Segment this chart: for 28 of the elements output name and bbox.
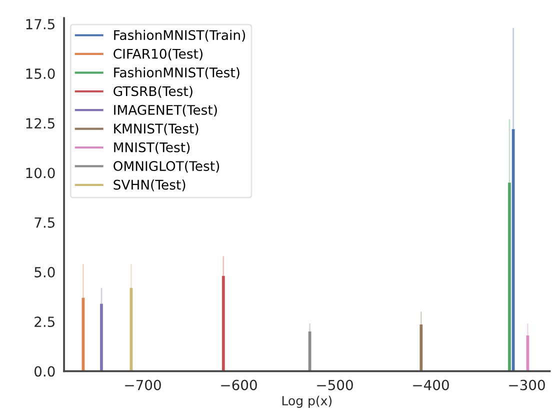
y-tick-label: 2.5 xyxy=(34,316,54,328)
legend-label: IMAGENET(Test) xyxy=(114,104,217,116)
legend-label: CIFAR10(Test) xyxy=(114,48,202,60)
x-axis-title: Log p(x) xyxy=(282,396,332,408)
x-tick-label: −700 xyxy=(125,380,161,390)
x-tick-label: −600 xyxy=(221,380,257,390)
legend-label: KMNIST(Test) xyxy=(114,123,198,136)
legend-label: GTSRB(Test) xyxy=(114,86,192,98)
y-tick-label: 17.5 xyxy=(26,19,54,30)
y-tick-label: 15.0 xyxy=(26,68,55,80)
x-tick-label: −500 xyxy=(317,380,353,390)
legend-label: FashionMNIST(Train) xyxy=(114,30,246,42)
y-tick-label: 10.0 xyxy=(26,168,55,178)
legend-label: MNIST(Test) xyxy=(114,142,190,154)
legend-label: FashionMNIST(Test) xyxy=(114,67,240,80)
bar xyxy=(512,129,515,372)
legend-label: OMNIGLOT(Test) xyxy=(114,160,220,173)
bar xyxy=(420,324,423,372)
legend-label: SVHN(Test) xyxy=(114,180,186,192)
y-tick-label: 12.5 xyxy=(26,118,54,129)
y-tick-label: 5.0 xyxy=(34,266,55,278)
y-tick-label: 7.5 xyxy=(34,218,54,228)
x-tick-label: −300 xyxy=(509,380,545,390)
bar xyxy=(508,182,511,372)
bar xyxy=(222,276,225,372)
y-tick-label: 0.0 xyxy=(34,366,55,377)
bar xyxy=(100,304,103,372)
x-tick-label: −400 xyxy=(413,380,449,390)
